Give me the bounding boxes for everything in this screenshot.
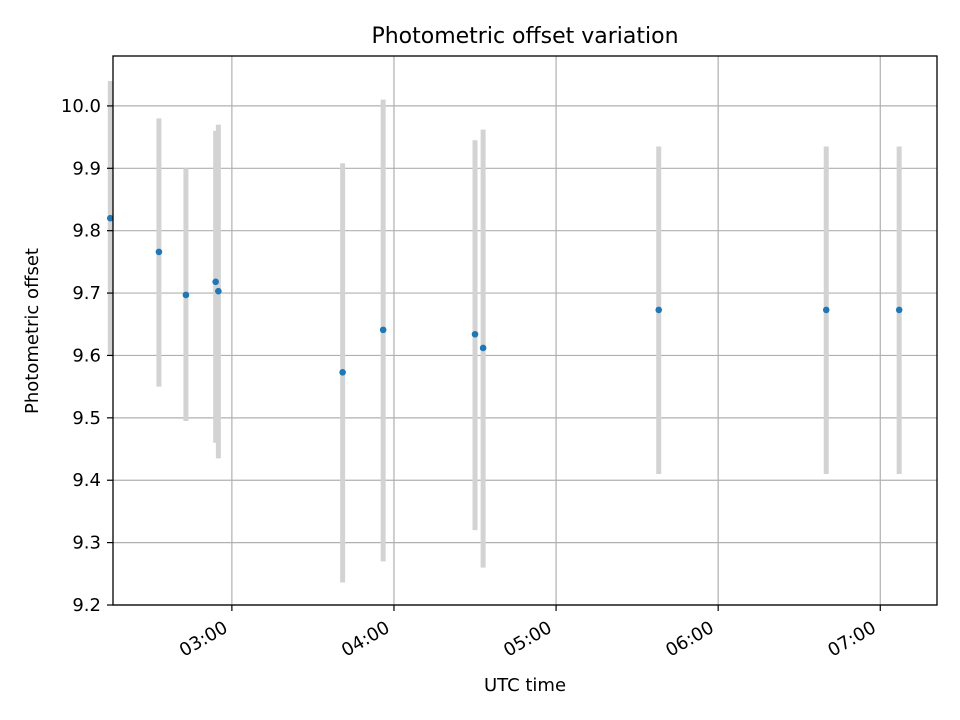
x-tick-label: 07:00 [824, 617, 879, 661]
y-tick-label: 9.4 [72, 470, 101, 491]
y-tick-label: 9.7 [72, 283, 101, 304]
data-point [471, 330, 479, 338]
data-point [155, 248, 163, 256]
data-point [895, 306, 903, 314]
y-tick-label: 9.5 [72, 408, 101, 429]
errorbar-layer [107, 80, 902, 583]
y-tick-label: 9.3 [72, 533, 101, 554]
data-point [655, 306, 663, 314]
point-layer [106, 214, 903, 376]
data-point [339, 368, 346, 376]
data-point [212, 278, 219, 286]
x-axis-label: UTC time [484, 675, 566, 696]
x-tick-label: 06:00 [662, 617, 717, 661]
data-point [479, 344, 487, 352]
y-tick-label: 9.8 [72, 221, 101, 242]
y-tick-label: 10.0 [61, 96, 101, 117]
plot-frame [112, 55, 938, 606]
x-tick-label: 05:00 [500, 617, 555, 661]
chart-title: Photometric offset variation [371, 24, 678, 49]
x-tick-label: 03:00 [176, 617, 231, 661]
y-tick-label: 9.9 [72, 158, 101, 179]
data-point [822, 306, 830, 314]
y-tick-label: 9.6 [72, 345, 101, 366]
x-tick-label: 04:00 [338, 617, 393, 661]
data-point [215, 287, 222, 295]
data-point [106, 214, 114, 222]
y-axis-label: Photometric offset [22, 248, 43, 414]
data-point [182, 291, 190, 299]
data-point [379, 326, 387, 334]
y-tick-label: 9.2 [72, 595, 101, 616]
grid-layer [113, 56, 937, 606]
